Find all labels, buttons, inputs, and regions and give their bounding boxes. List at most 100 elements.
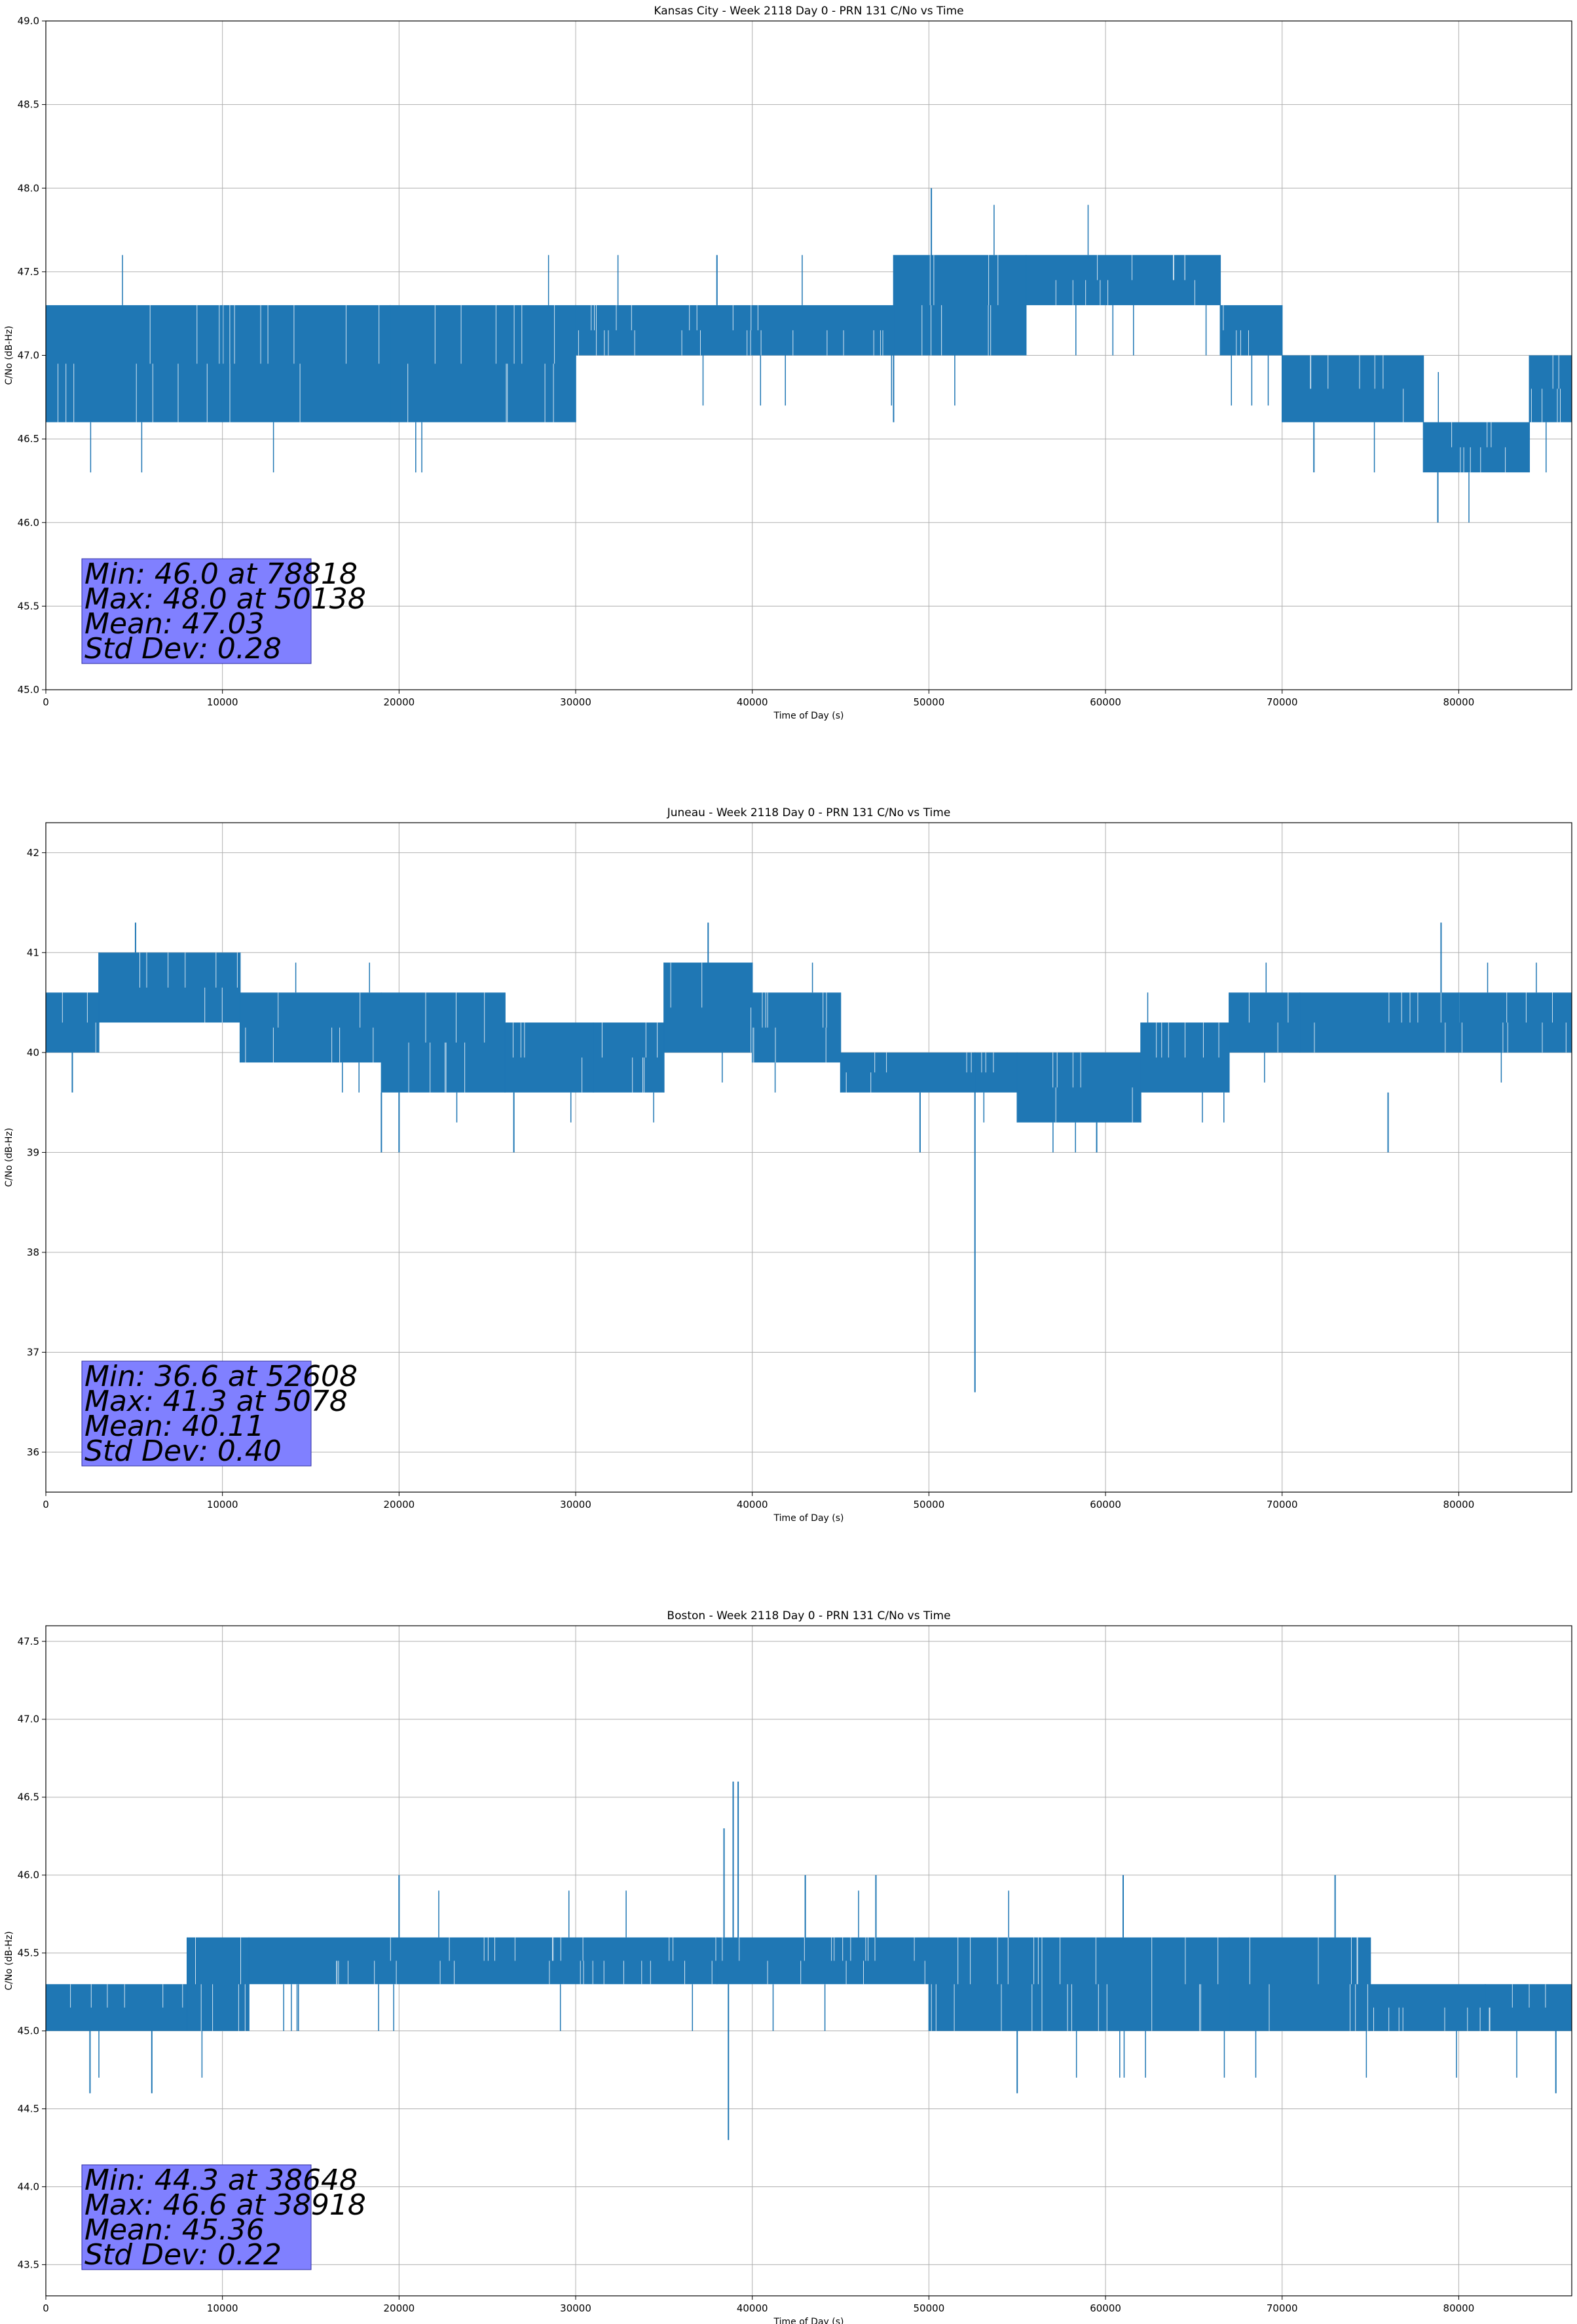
- x-tick-label: 30000: [560, 1499, 591, 1510]
- y-tick-label: 44.0: [18, 2181, 39, 2192]
- band-texture: [931, 1937, 1035, 2031]
- stats-std-dev: Std Dev: 0.22: [84, 2238, 282, 2272]
- stats-box-background: [81, 2164, 312, 2270]
- y-tick-label: 36: [27, 1446, 39, 1458]
- x-tick-label: 40000: [737, 1499, 768, 1510]
- band-texture: [1531, 355, 1561, 422]
- series-band: [1035, 1937, 1229, 2031]
- y-tick-label: 48.0: [18, 182, 39, 194]
- x-tick-label: 70000: [1267, 2302, 1298, 2314]
- y-tick-label: 45.5: [18, 1947, 39, 1959]
- band-texture: [1052, 1052, 1133, 1123]
- x-tick-label: 60000: [1090, 1499, 1121, 1510]
- band-texture: [1249, 1937, 1368, 2031]
- x-tick-label: 0: [43, 1499, 49, 1510]
- band-outliers: [570, 1092, 572, 1123]
- series-band: [249, 1937, 717, 1985]
- stats-mean: Mean: 45.36: [84, 2213, 265, 2247]
- x-tick-label: 0: [43, 696, 49, 708]
- x-tick-label: 50000: [914, 2302, 945, 2314]
- x-tick-label: 20000: [383, 696, 415, 708]
- series-band: [381, 992, 506, 1093]
- axes-frame: [45, 822, 1572, 1493]
- band-outliers: [1487, 962, 1537, 1083]
- band-outliers: [295, 962, 370, 1093]
- series-band: [98, 952, 240, 1023]
- band-texture: [58, 305, 220, 422]
- band-outliers: [1052, 1122, 1076, 1153]
- stats-min: Min: 36.6 at 52608: [84, 1360, 358, 1393]
- band-texture: [1037, 1937, 1219, 2031]
- x-tick-label: 10000: [207, 696, 238, 708]
- series-band: [222, 305, 390, 422]
- band-texture: [139, 952, 238, 1023]
- cno-series: [46, 188, 1572, 523]
- band-outliers: [772, 1890, 859, 2031]
- band-outliers: [983, 1092, 985, 1123]
- y-tick-label: 48.5: [18, 99, 39, 111]
- band-texture: [1314, 992, 1446, 1053]
- band-texture: [195, 1937, 246, 2031]
- y-tick-label: 46.0: [18, 1869, 39, 1881]
- cno-series: [46, 1781, 1572, 2141]
- y-tick-label: 47.5: [18, 1636, 39, 1647]
- y-tick-label: 42: [27, 847, 39, 859]
- band-texture: [1489, 1984, 1546, 2031]
- band-texture: [1310, 355, 1404, 422]
- x-tick-label: 50000: [914, 696, 945, 708]
- stats-max: Max: 48.0 at 50138: [84, 582, 366, 616]
- band-texture: [62, 992, 96, 1053]
- band-outliers: [774, 962, 813, 1093]
- x-tick-label: 70000: [1267, 1499, 1298, 1510]
- y-tick-label: 49.0: [18, 15, 39, 27]
- y-tick-label: 39: [27, 1146, 39, 1158]
- series-band: [1529, 355, 1572, 422]
- chart-title: Kansas City - Week 2118 Day 0 - PRN 131 …: [654, 5, 963, 18]
- series-band: [1282, 355, 1424, 422]
- series-band: [240, 992, 382, 1063]
- x-tick-label: 80000: [1443, 1499, 1475, 1510]
- series-band: [1017, 1052, 1141, 1123]
- band-texture: [752, 992, 827, 1063]
- y-tick-label: 45.0: [18, 684, 39, 696]
- y-tick-label: 44.5: [18, 2103, 39, 2115]
- x-axis-label: Time of Day (s): [773, 2317, 844, 2324]
- x-tick-label: 0: [43, 2302, 49, 2314]
- series-band: [1229, 1937, 1371, 2031]
- band-texture: [601, 1022, 658, 1093]
- y-axis-label: C/No (dB-Hz): [4, 1128, 14, 1187]
- y-axis-label: C/No (dB-Hz): [4, 1931, 14, 1990]
- band-texture: [670, 962, 752, 1053]
- series-band: [840, 1052, 1018, 1093]
- series-band: [1458, 992, 1572, 1053]
- stats-mean: Mean: 47.03: [84, 607, 265, 641]
- series-band: [893, 255, 1026, 356]
- x-tick-label: 60000: [1090, 2302, 1121, 2314]
- y-tick-label: 40: [27, 1047, 39, 1059]
- stats-min: Min: 44.3 at 38648: [84, 2164, 358, 2197]
- chart-title: Juneau - Week 2118 Day 0 - PRN 131 C/No …: [667, 806, 951, 819]
- x-tick-label: 20000: [383, 1499, 415, 1510]
- chart-title: Boston - Week 2118 Day 0 - PRN 131 C/No …: [667, 1609, 950, 1622]
- y-tick-label: 45.5: [18, 600, 39, 612]
- band-outliers: [1264, 962, 1267, 1083]
- band-outliers: [1008, 1890, 1009, 1938]
- x-tick-label: 10000: [207, 2302, 238, 2314]
- series-band: [593, 1022, 664, 1093]
- stats-min: Min: 46.0 at 78818: [84, 557, 358, 591]
- series-band: [1229, 992, 1300, 1053]
- series-band: [716, 1937, 929, 1985]
- band-texture: [921, 255, 999, 356]
- band-outliers: [456, 1092, 458, 1123]
- band-texture: [1451, 422, 1506, 473]
- y-tick-label: 46.5: [18, 1791, 39, 1803]
- x-tick-label: 30000: [560, 696, 591, 708]
- band-outliers: [1231, 355, 1269, 406]
- x-tick-label: 80000: [1443, 696, 1475, 708]
- band-texture: [1248, 992, 1289, 1053]
- band-texture: [408, 992, 485, 1093]
- stats-mean: Mean: 40.11: [84, 1410, 265, 1443]
- series-band: [46, 1984, 187, 2031]
- y-tick-label: 37: [27, 1346, 39, 1358]
